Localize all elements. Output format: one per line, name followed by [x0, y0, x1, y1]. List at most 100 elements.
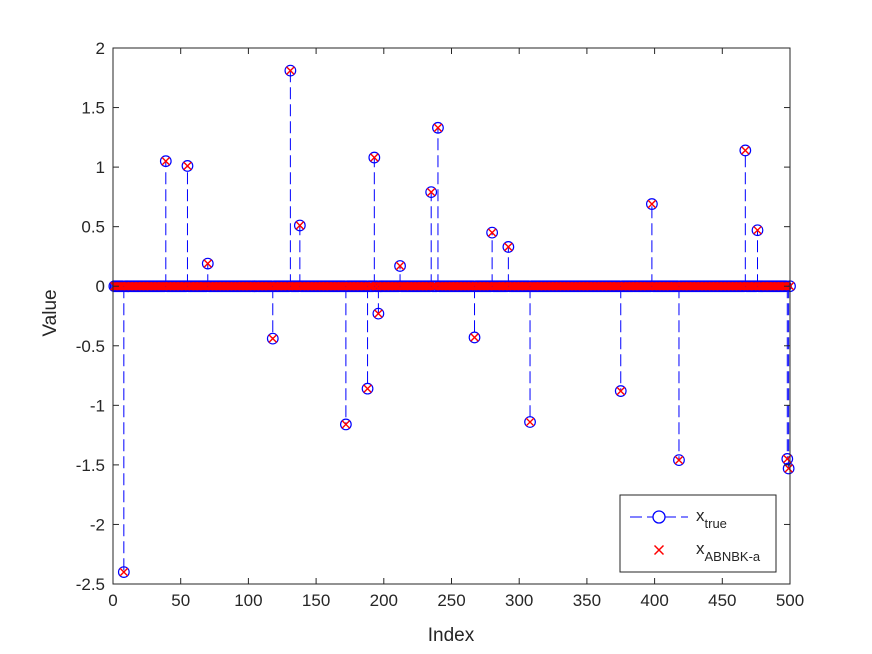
x-true-point: [181, 160, 194, 172]
x-tick-label: 100: [234, 591, 262, 610]
x-abnbk-point: [482, 281, 491, 291]
x-abnbk-point: [161, 156, 171, 166]
x-true-point: [368, 151, 381, 164]
y-tick-label: -1: [90, 396, 105, 415]
x-true-point: [614, 385, 627, 397]
x-abnbk-point: [464, 281, 474, 291]
x-true-point: [361, 382, 374, 395]
x-abnbk-point: [487, 228, 497, 237]
x-true-point: [502, 241, 515, 253]
x-true-point: [293, 219, 306, 232]
x-abnbk-point: [421, 281, 431, 291]
x-tick-label: 400: [640, 591, 668, 610]
x-abnbk-point: [263, 281, 272, 291]
x-abnbk-point: [426, 187, 436, 197]
x-abnbk-point: [611, 281, 620, 291]
x-true-point: [425, 186, 438, 199]
x-abnbk-point: [778, 281, 788, 291]
x-abnbk-point: [280, 281, 290, 291]
x-tick-label: 150: [302, 591, 330, 610]
x-abnbk-point: [341, 420, 351, 429]
y-tick-label: -2: [90, 515, 105, 534]
x-true-point: [339, 418, 352, 431]
x-abnbk-point: [669, 281, 678, 291]
x-abnbk-point: [741, 146, 750, 155]
x-abnbk-point: [183, 161, 192, 171]
x-abnbk-point: [156, 281, 165, 291]
x-abnbk-point: [498, 281, 508, 291]
x-abnbk-point: [374, 309, 383, 318]
x-true-point: [372, 307, 385, 320]
x-abnbk-point: [642, 281, 651, 291]
x-abnbk-point: [433, 123, 443, 133]
legend-label-x-abnbk: xABNBK-a: [696, 539, 761, 564]
x-abnbk-point: [390, 281, 399, 291]
legend-marker-x-true: [652, 510, 666, 524]
x-abnbk-point: [203, 259, 213, 268]
x-true-point: [739, 144, 752, 157]
x-true-point: [284, 64, 297, 77]
x-abnbk-point: [747, 281, 757, 291]
y-tick-label: 2: [96, 39, 105, 58]
x-abnbk-point: [357, 281, 367, 291]
x-true-point: [645, 198, 658, 210]
x-true-point: [159, 155, 172, 168]
y-axis-label: Value: [40, 289, 61, 336]
x-true-point: [117, 566, 130, 578]
x-abnbk-point: [363, 384, 372, 393]
x-abnbk-point: [177, 281, 187, 291]
x-abnbk-point: [616, 386, 626, 396]
legend-marker-x-abnbk: [653, 544, 665, 556]
x-tick-label: 450: [708, 591, 736, 610]
axes: 0 50 100 150 200 250 300 350 400 450 500 -2.5 -2 -1.5…: [76, 39, 804, 610]
x-abnbk-point: [295, 221, 305, 230]
x-tick-label: 500: [776, 591, 804, 610]
x-abnbk-point: [336, 281, 345, 291]
x-abnbk-point: [735, 281, 745, 291]
y-tick-label: 1: [96, 158, 105, 177]
x-tick-label: 50: [171, 591, 190, 610]
legend-box: [619, 494, 777, 573]
x-abnbk-point: [647, 199, 657, 209]
y-tick-label: 0.5: [81, 218, 105, 237]
legend: xtrue xABNBK-a: [619, 494, 777, 573]
x-true-point: [468, 331, 481, 344]
y-tick-label: -1.5: [76, 456, 105, 475]
x-true-point: [201, 257, 214, 270]
x-tick-label: 0: [108, 591, 117, 610]
x-abnbk-point: [395, 261, 405, 271]
y-tick-label: 1.5: [81, 99, 105, 118]
x-abnbk-point: [370, 153, 379, 162]
x-true-point: [782, 462, 795, 475]
x-true-point: [751, 224, 764, 237]
x-abnbk-point: [674, 455, 684, 465]
x-abnbk-point: [525, 417, 535, 427]
x-true-point: [394, 260, 406, 272]
x-abnbk-point: [119, 567, 129, 577]
x-abnbk-point: [504, 242, 513, 252]
x-abnbk-point: [470, 333, 479, 342]
x-abnbk-point: [784, 464, 793, 473]
x-abnbk-point: [364, 281, 374, 291]
y-tick-label: -2.5: [76, 575, 105, 594]
x-true-point: [486, 226, 499, 239]
x-axis-label: Index: [428, 625, 475, 646]
x-true-point: [781, 453, 794, 465]
x-tick-label: 250: [437, 591, 465, 610]
x-abnbk-point: [268, 334, 278, 343]
x-true-point: [524, 416, 536, 428]
x-tick-label: 300: [505, 591, 533, 610]
x-abnbk-point: [520, 281, 529, 291]
x-abnbk-point: [286, 66, 295, 75]
x-abnbk-point: [753, 225, 762, 235]
plot-area: [108, 64, 796, 578]
x-true-point: [266, 332, 279, 345]
x-tick-label: 350: [573, 591, 601, 610]
x-tick-label: 200: [370, 591, 398, 610]
y-tick-label: -0.5: [76, 337, 105, 356]
x-abnbk-point: [198, 281, 207, 291]
x-true-point: [673, 454, 685, 467]
x-true-point: [432, 121, 444, 134]
x-abnbk-point: [777, 281, 787, 291]
